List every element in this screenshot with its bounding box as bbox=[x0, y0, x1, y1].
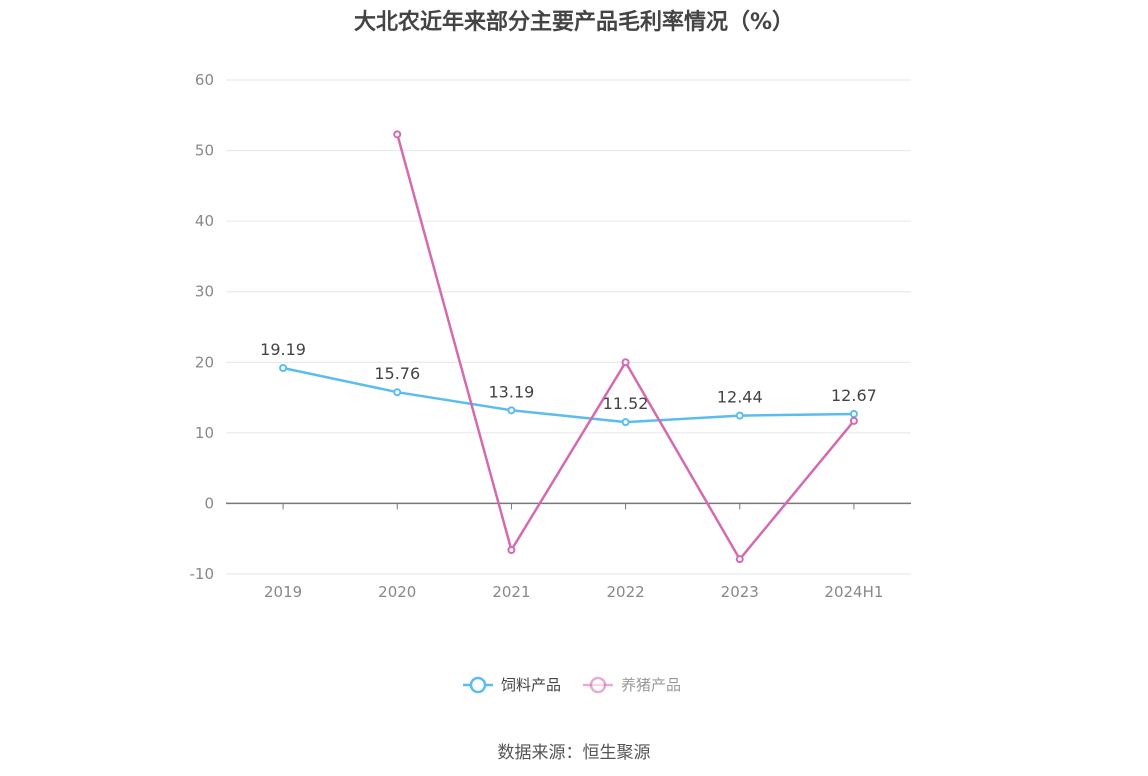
data-label: 13.19 bbox=[489, 382, 535, 401]
data-point bbox=[507, 546, 516, 555]
y-tick-label: 50 bbox=[195, 142, 214, 160]
y-tick-label: 40 bbox=[195, 212, 214, 230]
data-source: 数据来源：恒生聚源 bbox=[497, 743, 651, 763]
legend-marker bbox=[589, 676, 607, 694]
legend-marker bbox=[469, 676, 487, 694]
data-labels: 19.19 15.76 13.19 11.52 12.44 12.67 bbox=[260, 340, 877, 413]
series-layer bbox=[279, 130, 858, 564]
legend-label: 养猪产品 bbox=[621, 676, 681, 694]
data-point bbox=[621, 358, 630, 367]
series-line bbox=[282, 366, 854, 424]
data-point bbox=[849, 410, 858, 419]
legend: 饲料产品 养猪产品 bbox=[463, 676, 681, 694]
data-label: 11.52 bbox=[603, 394, 649, 413]
x-tick-label: 2019 bbox=[264, 583, 302, 601]
grid-lines bbox=[226, 79, 911, 575]
data-label: 12.44 bbox=[717, 388, 763, 407]
series-line bbox=[396, 133, 855, 561]
x-tick-label: 2020 bbox=[378, 583, 416, 601]
axes: -10 0 10 20 30 40 50 60 2019 2020 2021 2022 2023 2024… bbox=[190, 71, 911, 601]
data-label: 12.67 bbox=[831, 386, 877, 405]
data-point bbox=[849, 416, 858, 425]
data-point bbox=[507, 406, 516, 415]
data-label: 15.76 bbox=[374, 364, 420, 383]
legend-label: 饲料产品 bbox=[501, 676, 561, 694]
x-tick-label: 2023 bbox=[721, 583, 759, 601]
x-tick-label: 2022 bbox=[606, 583, 644, 601]
y-tick-label: 0 bbox=[204, 494, 214, 512]
data-point bbox=[735, 411, 744, 420]
data-point bbox=[735, 555, 744, 564]
data-point bbox=[393, 130, 402, 139]
y-tick-label: 10 bbox=[195, 424, 214, 442]
y-tick-label: 20 bbox=[195, 353, 214, 371]
y-tick-label: -10 bbox=[190, 565, 215, 583]
y-tick-label: 60 bbox=[195, 71, 214, 89]
y-tick-label: 30 bbox=[195, 283, 214, 301]
data-point bbox=[393, 388, 402, 397]
data-point bbox=[621, 418, 630, 427]
x-tick-label: 2024H1 bbox=[824, 583, 883, 601]
x-tick-label: 2021 bbox=[492, 583, 530, 601]
data-label: 19.19 bbox=[260, 340, 306, 359]
data-point bbox=[279, 364, 288, 373]
chart-title: 大北农近年来部分主要产品毛利率情况（%） bbox=[353, 10, 795, 35]
